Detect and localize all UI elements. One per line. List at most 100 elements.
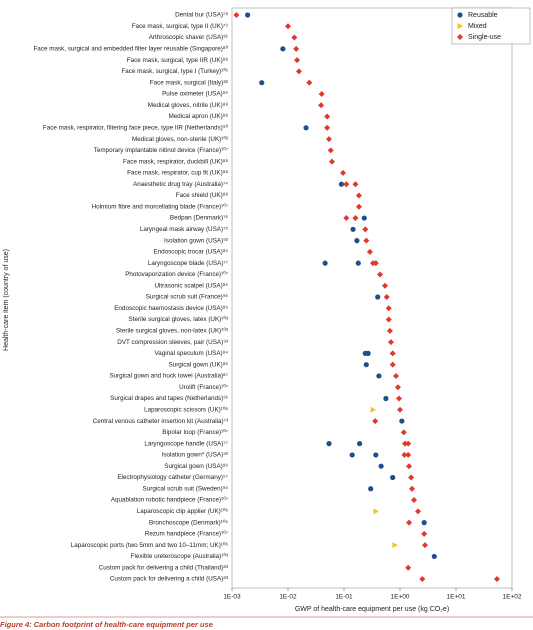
point-single-use bbox=[318, 90, 325, 97]
point-single-use bbox=[293, 45, 300, 52]
point-reusable bbox=[378, 463, 384, 469]
point-single-use bbox=[324, 113, 331, 120]
point-single-use bbox=[372, 260, 379, 267]
category-label: Pulse oximeter (USA)⁸⁹ bbox=[162, 91, 228, 98]
category-label: Arthroscopic shaver (USA)⁸¹ bbox=[149, 34, 228, 41]
point-single-use bbox=[352, 215, 359, 222]
point-reusable bbox=[383, 395, 389, 402]
x-axis-title: GWP of health-care equipment per use (kg… bbox=[295, 606, 449, 613]
point-single-use bbox=[387, 339, 394, 346]
point-reusable bbox=[350, 226, 356, 232]
point-single-use bbox=[233, 12, 240, 18]
point-single-use bbox=[406, 519, 413, 526]
category-label: Face mask, respirator, filtering face pi… bbox=[43, 124, 229, 131]
point-single-use bbox=[411, 497, 418, 504]
category-label: Face mask, respirator, duckbill (UK)⁸⁸ bbox=[123, 158, 228, 165]
point-single-use bbox=[402, 440, 409, 447]
category-label: Sterile surgical gloves, latex (UK)¹⁰³ bbox=[129, 316, 228, 323]
category-label: Surgical gown and huck towel (Australia)… bbox=[109, 373, 228, 380]
figure-caption: Figure 4: Carbon footprint of health-car… bbox=[0, 620, 213, 629]
point-single-use bbox=[396, 395, 403, 402]
point-single-use bbox=[494, 576, 501, 582]
point-single-use bbox=[327, 147, 334, 154]
point-reusable bbox=[349, 452, 355, 458]
point-single-use bbox=[421, 530, 428, 537]
category-label: Face mask, surgical, type II (UK)⁷⁹ bbox=[132, 23, 229, 30]
point-reusable bbox=[280, 46, 286, 52]
category-label: Photovaporization device (France)¹⁰⁷ bbox=[125, 271, 229, 278]
point-single-use bbox=[385, 316, 392, 323]
point-single-use bbox=[405, 451, 412, 458]
point-reusable bbox=[363, 362, 369, 368]
category-label: Face mask, respirator, cup fit (UK)⁸⁸ bbox=[127, 170, 228, 177]
point-single-use bbox=[363, 237, 370, 244]
category-label: Holmium fibre and morcellating blade (Fr… bbox=[92, 203, 229, 210]
point-single-use bbox=[409, 485, 416, 492]
category-label: Custom pack for delivering a child (USA)… bbox=[110, 576, 228, 583]
point-reusable bbox=[354, 238, 360, 244]
category-label: Urolift (France)¹⁰⁷ bbox=[179, 384, 229, 391]
category-label: Laryngoscope handle (USA)⁷⁷ bbox=[144, 440, 228, 447]
point-single-use bbox=[394, 384, 401, 391]
point-single-use bbox=[382, 282, 389, 289]
point-reusable bbox=[457, 12, 463, 18]
point-single-use bbox=[401, 451, 408, 458]
category-label: Laparoscopic clip applier (UK)¹⁰⁶ bbox=[137, 508, 229, 515]
category-label: Surgical scrub suit (Sweden)⁹⁵ bbox=[143, 485, 229, 492]
category-label: Face mask, surgical, type IIR (UK)⁸⁸ bbox=[127, 57, 229, 64]
y-axis-title: Health-care item (country of use) bbox=[3, 249, 10, 351]
plot-frame bbox=[231, 7, 513, 589]
point-single-use bbox=[343, 181, 350, 188]
point-reusable bbox=[431, 553, 437, 560]
category-label: Sterile surgical gloves, non-latex (UK)¹… bbox=[116, 328, 228, 335]
category-label: Bipolar loop (France)¹⁰⁷ bbox=[162, 429, 228, 436]
point-single-use bbox=[422, 542, 429, 549]
point-reusable bbox=[368, 486, 374, 492]
point-single-use bbox=[386, 327, 393, 334]
point-reusable bbox=[355, 260, 361, 266]
point-reusable bbox=[326, 441, 332, 447]
category-label: Face mask, surgical (Italy)⁸² bbox=[150, 79, 228, 86]
category-label: Surgical gown (UK)⁸⁶ bbox=[169, 361, 229, 368]
point-reusable bbox=[365, 350, 371, 356]
category-label: Central venous catheter insertion kit (A… bbox=[93, 418, 228, 425]
category-label: Isolation gown* (USA)⁹² bbox=[162, 452, 228, 459]
point-reusable bbox=[421, 520, 427, 526]
point-single-use bbox=[291, 34, 298, 41]
point-single-use bbox=[419, 576, 426, 582]
point-single-use bbox=[389, 361, 396, 368]
point-mixed bbox=[373, 508, 379, 515]
point-single-use bbox=[372, 418, 379, 425]
point-single-use bbox=[400, 429, 407, 436]
point-single-use bbox=[324, 124, 331, 131]
category-label: Isolation gown (USA)⁹² bbox=[164, 237, 228, 244]
point-single-use bbox=[397, 406, 403, 413]
point-single-use bbox=[377, 271, 384, 278]
point-single-use bbox=[405, 440, 412, 447]
point-single-use bbox=[328, 158, 335, 165]
category-label: Bedpan (Denmark)⁷⁶ bbox=[170, 215, 228, 222]
point-single-use bbox=[362, 226, 369, 233]
category-label: Endoscopic haemostasis device (USA)⁸⁵ bbox=[114, 305, 228, 312]
point-single-use bbox=[355, 203, 362, 210]
category-label: Bronchoscope (Denmark)¹⁰⁵ bbox=[149, 519, 228, 526]
category-label: Laparoscopic ports (two 5mm and two 10–1… bbox=[71, 542, 229, 549]
category-label: Surgical scrub suit (France)⁹⁶ bbox=[146, 294, 229, 301]
category-label: Vaginal speculum (USA)⁸⁴ bbox=[155, 350, 229, 357]
point-single-use bbox=[406, 463, 413, 470]
point-single-use bbox=[318, 102, 325, 109]
point-single-use bbox=[352, 181, 359, 188]
x-tick-label: 1E-02 bbox=[279, 594, 297, 601]
legend-label: Single-use bbox=[468, 34, 501, 41]
category-label: Dental bur (USA)⁷⁸ bbox=[175, 12, 228, 19]
point-reusable bbox=[361, 215, 367, 221]
point-reusable bbox=[338, 181, 345, 187]
point-reusable bbox=[375, 294, 381, 300]
x-tick-label: 1E+00 bbox=[391, 594, 410, 601]
x-tick-label: 1E-01 bbox=[335, 594, 353, 601]
point-single-use bbox=[383, 294, 390, 300]
point-single-use bbox=[306, 79, 313, 86]
category-label: Face mask, surgical, type I (Turkey)¹⁰¹ bbox=[121, 68, 228, 75]
category-label: Flexible ureteroscope (Australia)¹⁰³ bbox=[131, 553, 228, 560]
